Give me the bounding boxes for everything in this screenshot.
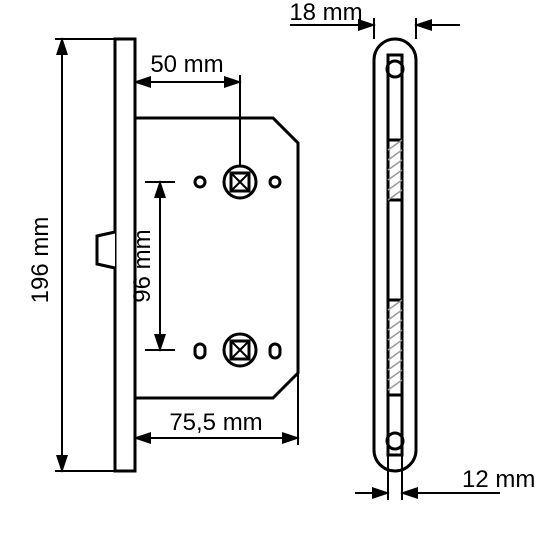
lock-body bbox=[97, 39, 298, 471]
lock-diagram: 196 mm 50 mm 96 mm 75,5 mm 18 mm 12 mm bbox=[0, 0, 551, 551]
dim-96: 96 mm bbox=[129, 229, 156, 302]
strike-plate bbox=[374, 39, 416, 471]
dim-50: 50 mm bbox=[150, 51, 223, 78]
dim-196: 196 mm bbox=[27, 217, 54, 304]
dim-75-5: 75,5 mm bbox=[169, 409, 262, 436]
dim-18: 18 mm bbox=[289, 0, 362, 26]
dim-12: 12 mm bbox=[462, 466, 535, 493]
